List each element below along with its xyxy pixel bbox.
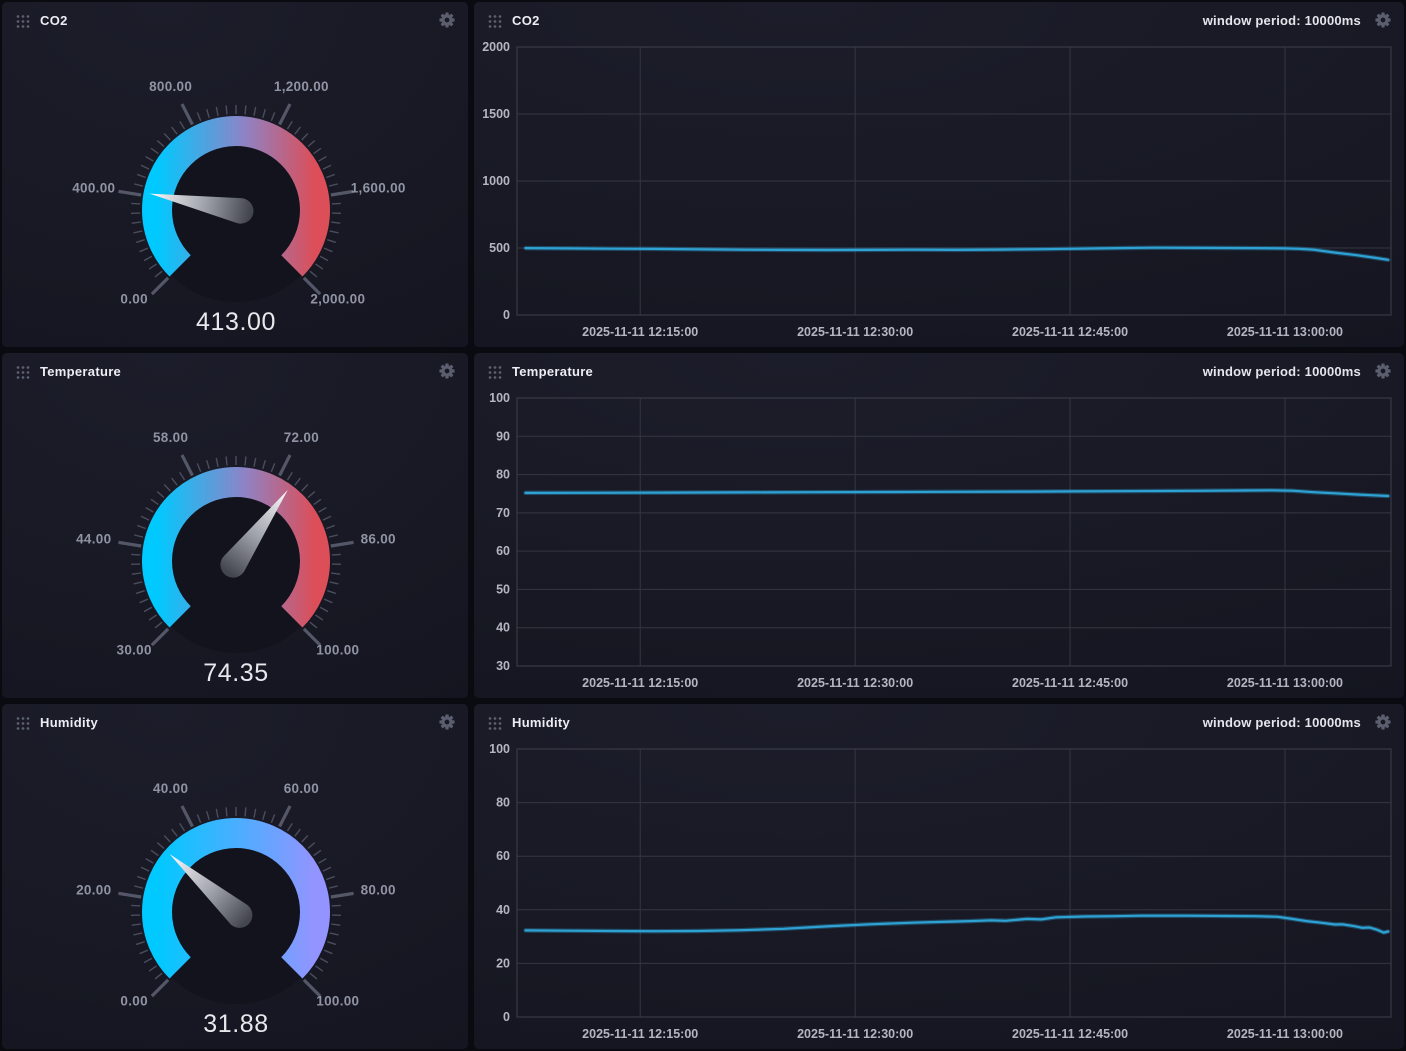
- gauge-humidity: 0.00 20.00 40.00 60.00 80.00 100.00 31.88: [2, 740, 468, 1049]
- chart-co2[interactable]: 0 500 1000 1500 2000 2025-11-11 12:15:00 2025-…: [474, 38, 1404, 347]
- gear-icon[interactable]: [439, 363, 455, 379]
- svg-text:58.00: 58.00: [153, 430, 188, 445]
- drag-handle-icon[interactable]: [15, 363, 30, 379]
- svg-text:2025-11-11 12:45:00: 2025-11-11 12:45:00: [1012, 1027, 1128, 1041]
- panel-co2-chart: CO2 window period: 10000ms 0 500 1000 1500 2…: [474, 2, 1404, 347]
- svg-text:2025-11-11 12:15:00: 2025-11-11 12:15:00: [582, 676, 698, 690]
- svg-text:100: 100: [489, 391, 510, 405]
- svg-text:20.00: 20.00: [76, 882, 111, 897]
- svg-text:90: 90: [496, 429, 510, 443]
- gauge-value: 31.88: [203, 1010, 269, 1038]
- drag-handle-icon[interactable]: [487, 714, 502, 730]
- gear-icon[interactable]: [1375, 363, 1391, 379]
- svg-text:1,600.00: 1,600.00: [351, 180, 406, 195]
- svg-text:2025-11-11 13:00:00: 2025-11-11 13:00:00: [1227, 1027, 1343, 1041]
- svg-text:86.00: 86.00: [361, 531, 396, 546]
- svg-text:30: 30: [496, 659, 510, 673]
- svg-text:0: 0: [503, 308, 510, 322]
- panel-title: CO2: [512, 12, 540, 28]
- svg-text:0.00: 0.00: [120, 292, 147, 307]
- svg-text:100: 100: [489, 742, 510, 756]
- svg-text:2,000.00: 2,000.00: [310, 292, 365, 307]
- panel-temperature-chart: Temperature window period: 10000ms 30 40 5…: [474, 353, 1404, 698]
- svg-text:60: 60: [496, 849, 510, 863]
- svg-text:44.00: 44.00: [76, 531, 111, 546]
- svg-text:80: 80: [496, 468, 510, 482]
- svg-text:2025-11-11 12:15:00: 2025-11-11 12:15:00: [582, 1027, 698, 1041]
- svg-text:40: 40: [496, 621, 510, 635]
- svg-text:40: 40: [496, 903, 510, 917]
- window-period-note: window period: 10000ms: [1202, 363, 1361, 379]
- svg-text:60: 60: [496, 544, 510, 558]
- svg-text:30.00: 30.00: [117, 643, 152, 658]
- panel-header: Temperature: [2, 353, 468, 389]
- svg-text:80.00: 80.00: [361, 882, 396, 897]
- svg-text:80: 80: [496, 796, 510, 810]
- svg-text:2025-11-11 12:30:00: 2025-11-11 12:30:00: [797, 676, 913, 690]
- panel-co2-gauge: CO2 0.00 400.00 800.00 1,200.00 1,600.00 2,00…: [2, 2, 468, 347]
- svg-text:60.00: 60.00: [284, 781, 319, 796]
- panel-title: Humidity: [512, 714, 571, 730]
- svg-text:800.00: 800.00: [149, 79, 192, 94]
- drag-handle-icon[interactable]: [15, 714, 30, 730]
- svg-text:100.00: 100.00: [316, 994, 359, 1009]
- drag-handle-icon[interactable]: [487, 12, 502, 28]
- window-period-note: window period: 10000ms: [1202, 12, 1361, 28]
- panel-title: CO2: [40, 12, 68, 28]
- svg-text:2025-11-11 12:45:00: 2025-11-11 12:45:00: [1012, 325, 1128, 339]
- gear-icon[interactable]: [1375, 714, 1391, 730]
- panel-humidity-gauge: Humidity 0.00 20.00 40.00 60.00 80.00 100.00 3…: [2, 704, 468, 1049]
- panel-humidity-chart: Humidity window period: 10000ms 0 20 40 60 8…: [474, 704, 1404, 1049]
- svg-text:100.00: 100.00: [316, 643, 359, 658]
- svg-text:0.00: 0.00: [120, 994, 147, 1009]
- gauge-value: 74.35: [203, 659, 269, 687]
- svg-text:500: 500: [489, 241, 510, 255]
- svg-text:1,200.00: 1,200.00: [274, 79, 329, 94]
- gear-icon[interactable]: [1375, 12, 1391, 28]
- svg-text:72.00: 72.00: [284, 430, 319, 445]
- svg-text:2025-11-11 13:00:00: 2025-11-11 13:00:00: [1227, 676, 1343, 690]
- chart-humidity[interactable]: 0 20 40 60 80 100 2025-11-11 12:15:00 2025-11-1…: [474, 740, 1404, 1049]
- panel-header: Humidity window period: 10000ms: [474, 704, 1404, 740]
- panel-title: Temperature: [512, 363, 594, 379]
- panel-header: CO2 window period: 10000ms: [474, 2, 1404, 38]
- panel-header: Temperature window period: 10000ms: [474, 353, 1404, 389]
- svg-text:2025-11-11 13:00:00: 2025-11-11 13:00:00: [1227, 325, 1343, 339]
- drag-handle-icon[interactable]: [487, 363, 502, 379]
- svg-text:0: 0: [503, 1010, 510, 1024]
- svg-text:2025-11-11 12:30:00: 2025-11-11 12:30:00: [797, 1027, 913, 1041]
- panel-header: Humidity: [2, 704, 468, 740]
- chart-temperature[interactable]: 30 40 50 60 70 80 90 100 2025-11-11 12:15:00 2025…: [474, 389, 1404, 698]
- svg-text:2025-11-11 12:30:00: 2025-11-11 12:30:00: [797, 325, 913, 339]
- svg-text:1500: 1500: [482, 107, 510, 121]
- svg-text:2025-11-11 12:15:00: 2025-11-11 12:15:00: [582, 325, 698, 339]
- window-period-note: window period: 10000ms: [1202, 714, 1361, 730]
- panel-header: CO2: [2, 2, 468, 38]
- svg-text:40.00: 40.00: [153, 781, 188, 796]
- panel-title: Temperature: [40, 363, 122, 379]
- gear-icon[interactable]: [439, 714, 455, 730]
- gauge-value: 413.00: [196, 308, 276, 336]
- svg-text:400.00: 400.00: [72, 180, 115, 195]
- gauge-co2: 0.00 400.00 800.00 1,200.00 1,600.00 2,000.00…: [2, 38, 468, 347]
- gauge-temperature: 30.00 44.00 58.00 72.00 86.00 100.00 74.35: [2, 389, 468, 698]
- svg-text:2000: 2000: [482, 40, 510, 54]
- drag-handle-icon[interactable]: [15, 12, 30, 28]
- svg-text:1000: 1000: [482, 174, 510, 188]
- panel-title: Humidity: [40, 714, 99, 730]
- svg-text:2025-11-11 12:45:00: 2025-11-11 12:45:00: [1012, 676, 1128, 690]
- svg-text:70: 70: [496, 506, 510, 520]
- svg-text:20: 20: [496, 956, 510, 970]
- panel-temperature-gauge: Temperature 30.00 44.00 58.00 72.00 86.00 100…: [2, 353, 468, 698]
- gear-icon[interactable]: [439, 12, 455, 28]
- svg-text:50: 50: [496, 582, 510, 596]
